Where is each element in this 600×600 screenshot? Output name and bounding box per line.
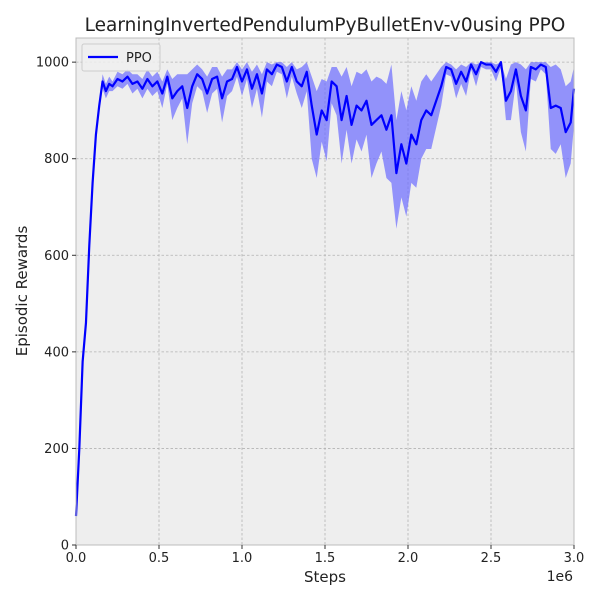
y-axis: 0 200 400 600 800 1000 (36, 56, 76, 554)
y-tick-label: 800 (44, 152, 69, 167)
y-tick-label: 0 (61, 539, 69, 554)
x-tick-label: 2.5 (481, 551, 502, 566)
x-tick-label: 0.0 (66, 551, 87, 566)
x-axis: 0.0 0.5 1.0 1.5 2.0 2.5 3.0 (66, 545, 585, 566)
x-axis-label: Steps (304, 568, 346, 586)
legend: PPO (81, 43, 161, 72)
chart-title: LearningInvertedPendulumPyBulletEnv-v0us… (85, 15, 566, 36)
x-tick-label: 0.5 (149, 551, 170, 566)
y-tick-label: 400 (44, 345, 69, 360)
x-tick-label: 1.0 (232, 551, 253, 566)
y-tick-label: 600 (44, 249, 69, 264)
x-tick-label: 2.0 (398, 551, 419, 566)
x-tick-label: 3.0 (564, 551, 585, 566)
y-tick-label: 200 (44, 442, 69, 457)
x-axis-offset-label: 1e6 (547, 569, 574, 585)
series-line-layer (74, 61, 576, 517)
series-line (74, 61, 576, 517)
x-tick-label: 1.5 (315, 551, 336, 566)
legend-label: PPO (126, 51, 152, 66)
legend-box (81, 43, 161, 72)
y-axis-label: Episodic Rewards (13, 226, 31, 357)
y-tick-label: 1000 (36, 56, 69, 71)
